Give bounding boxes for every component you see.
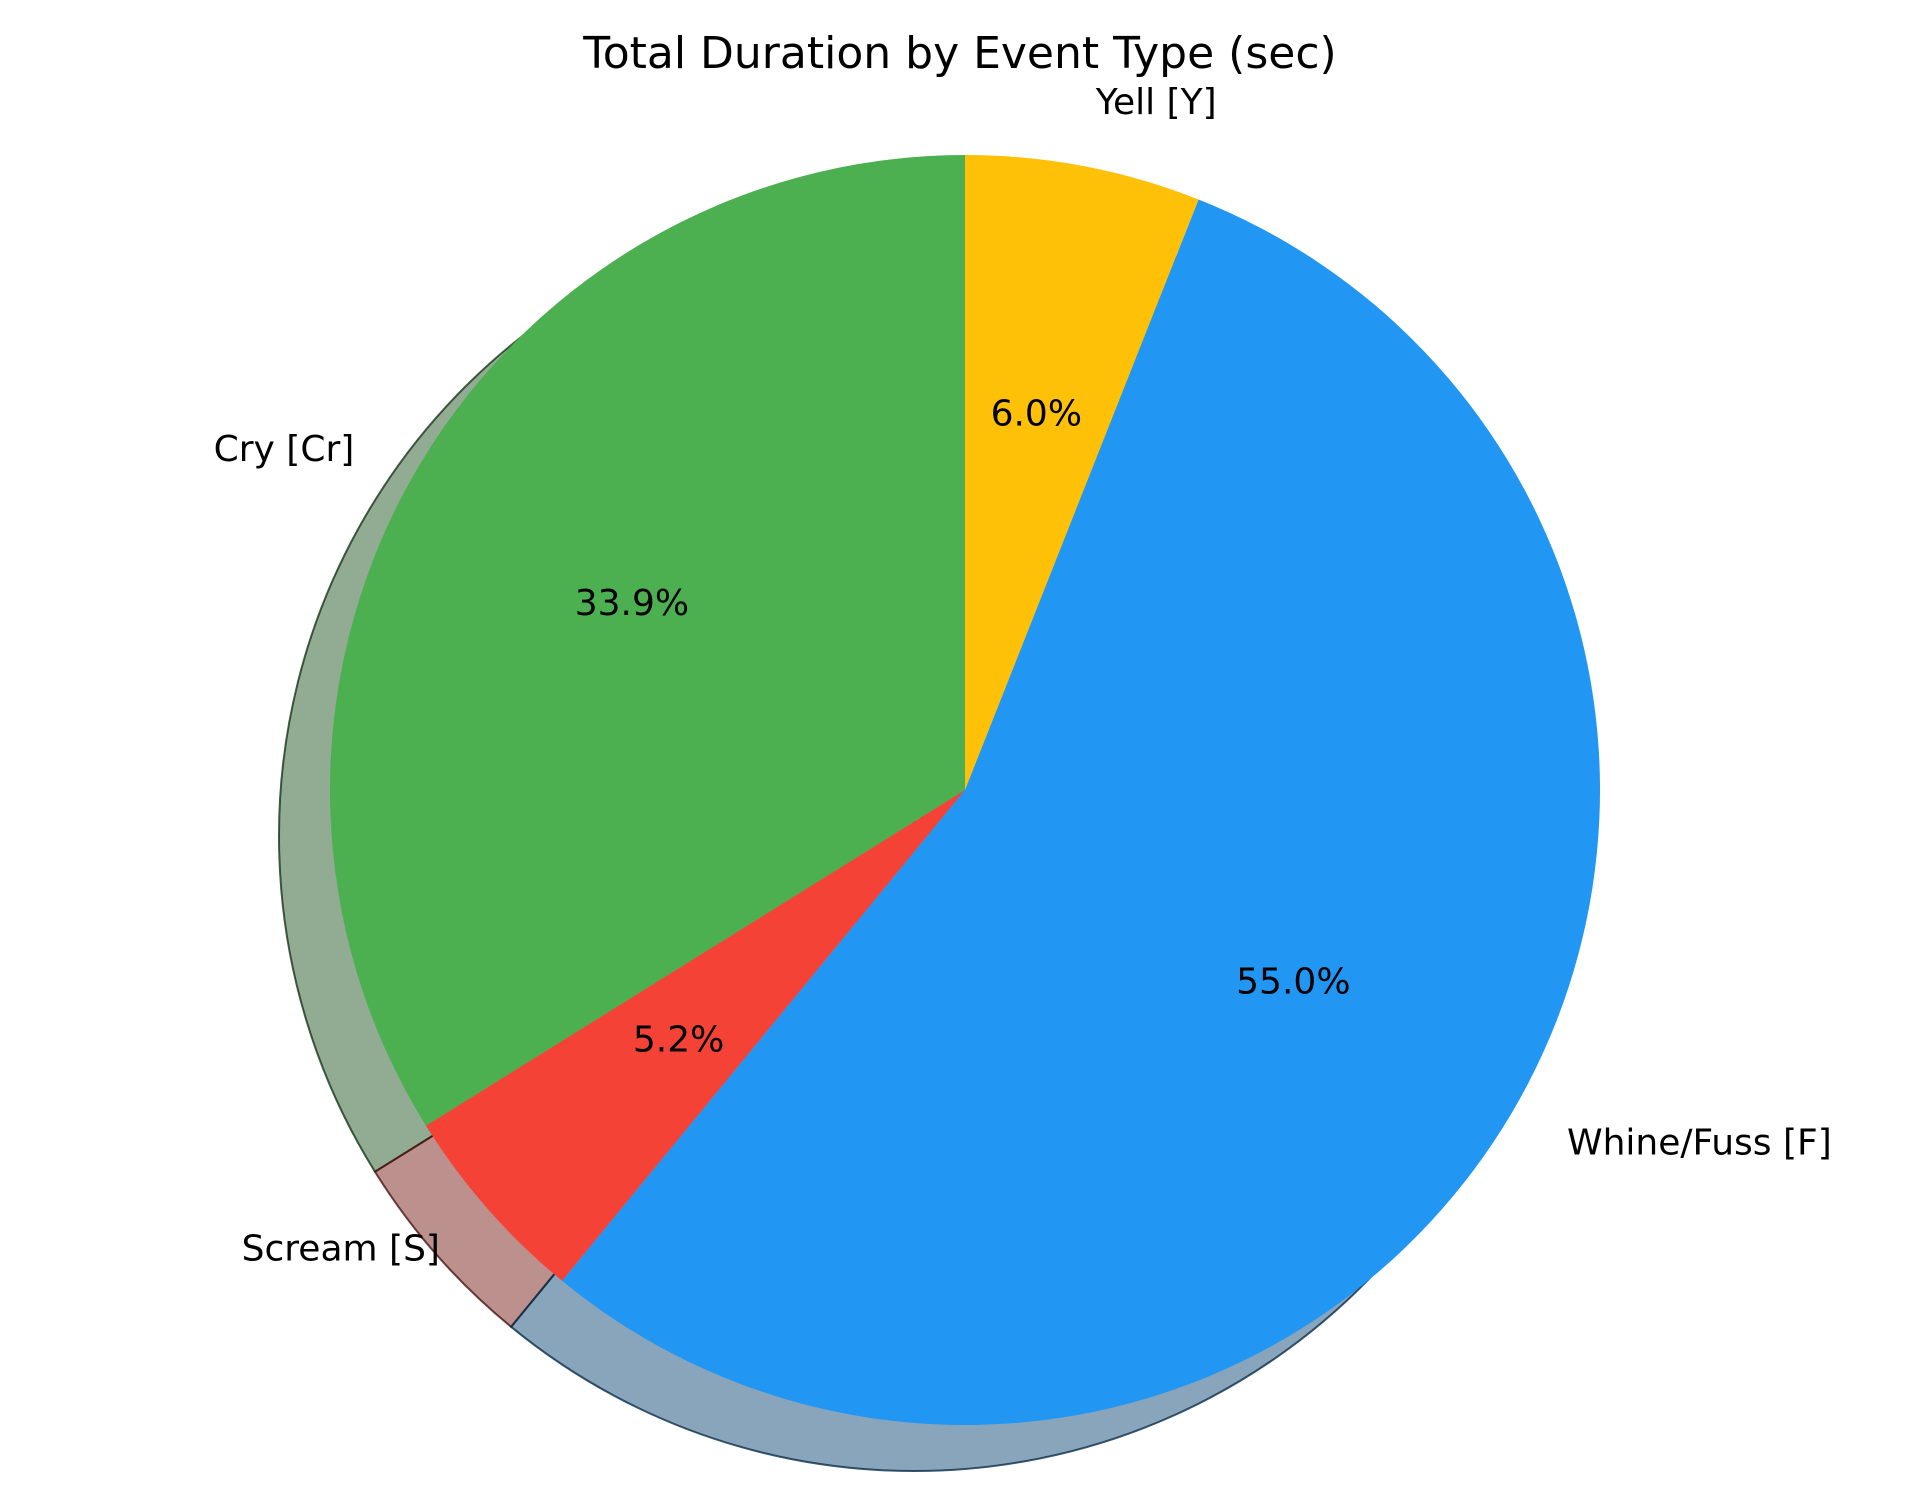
pie-slices — [329, 155, 1601, 1426]
pie-slice-yell-y — [965, 155, 1199, 790]
slice-percent-scream-s: 5.2% — [633, 1019, 724, 1060]
slice-label-yell-y: Yell [Y] — [1095, 82, 1217, 123]
slice-percent-cry-cr: 33.9% — [575, 583, 689, 624]
slice-percent-whine-fuss-f: 55.0% — [1236, 961, 1350, 1002]
slice-label-whine-fuss-f: Whine/Fuss [F] — [1567, 1122, 1832, 1163]
slice-label-scream-s: Scream [S] — [242, 1229, 440, 1270]
slice-percent-yell-y: 6.0% — [991, 394, 1082, 435]
pie-slice-cry-cr — [329, 155, 965, 1126]
slice-label-cry-cr: Cry [Cr] — [214, 429, 355, 470]
pie-slice-whine-fuss-f — [562, 199, 1601, 1426]
chart-title: Total Duration by Event Type (sec) — [582, 28, 1336, 79]
pie-slice-scream-s — [426, 790, 965, 1281]
pie-labels: Cry [Cr] 33.9% Scream [S] 5.2% Whine/Fuss [F… — [214, 82, 1832, 1270]
